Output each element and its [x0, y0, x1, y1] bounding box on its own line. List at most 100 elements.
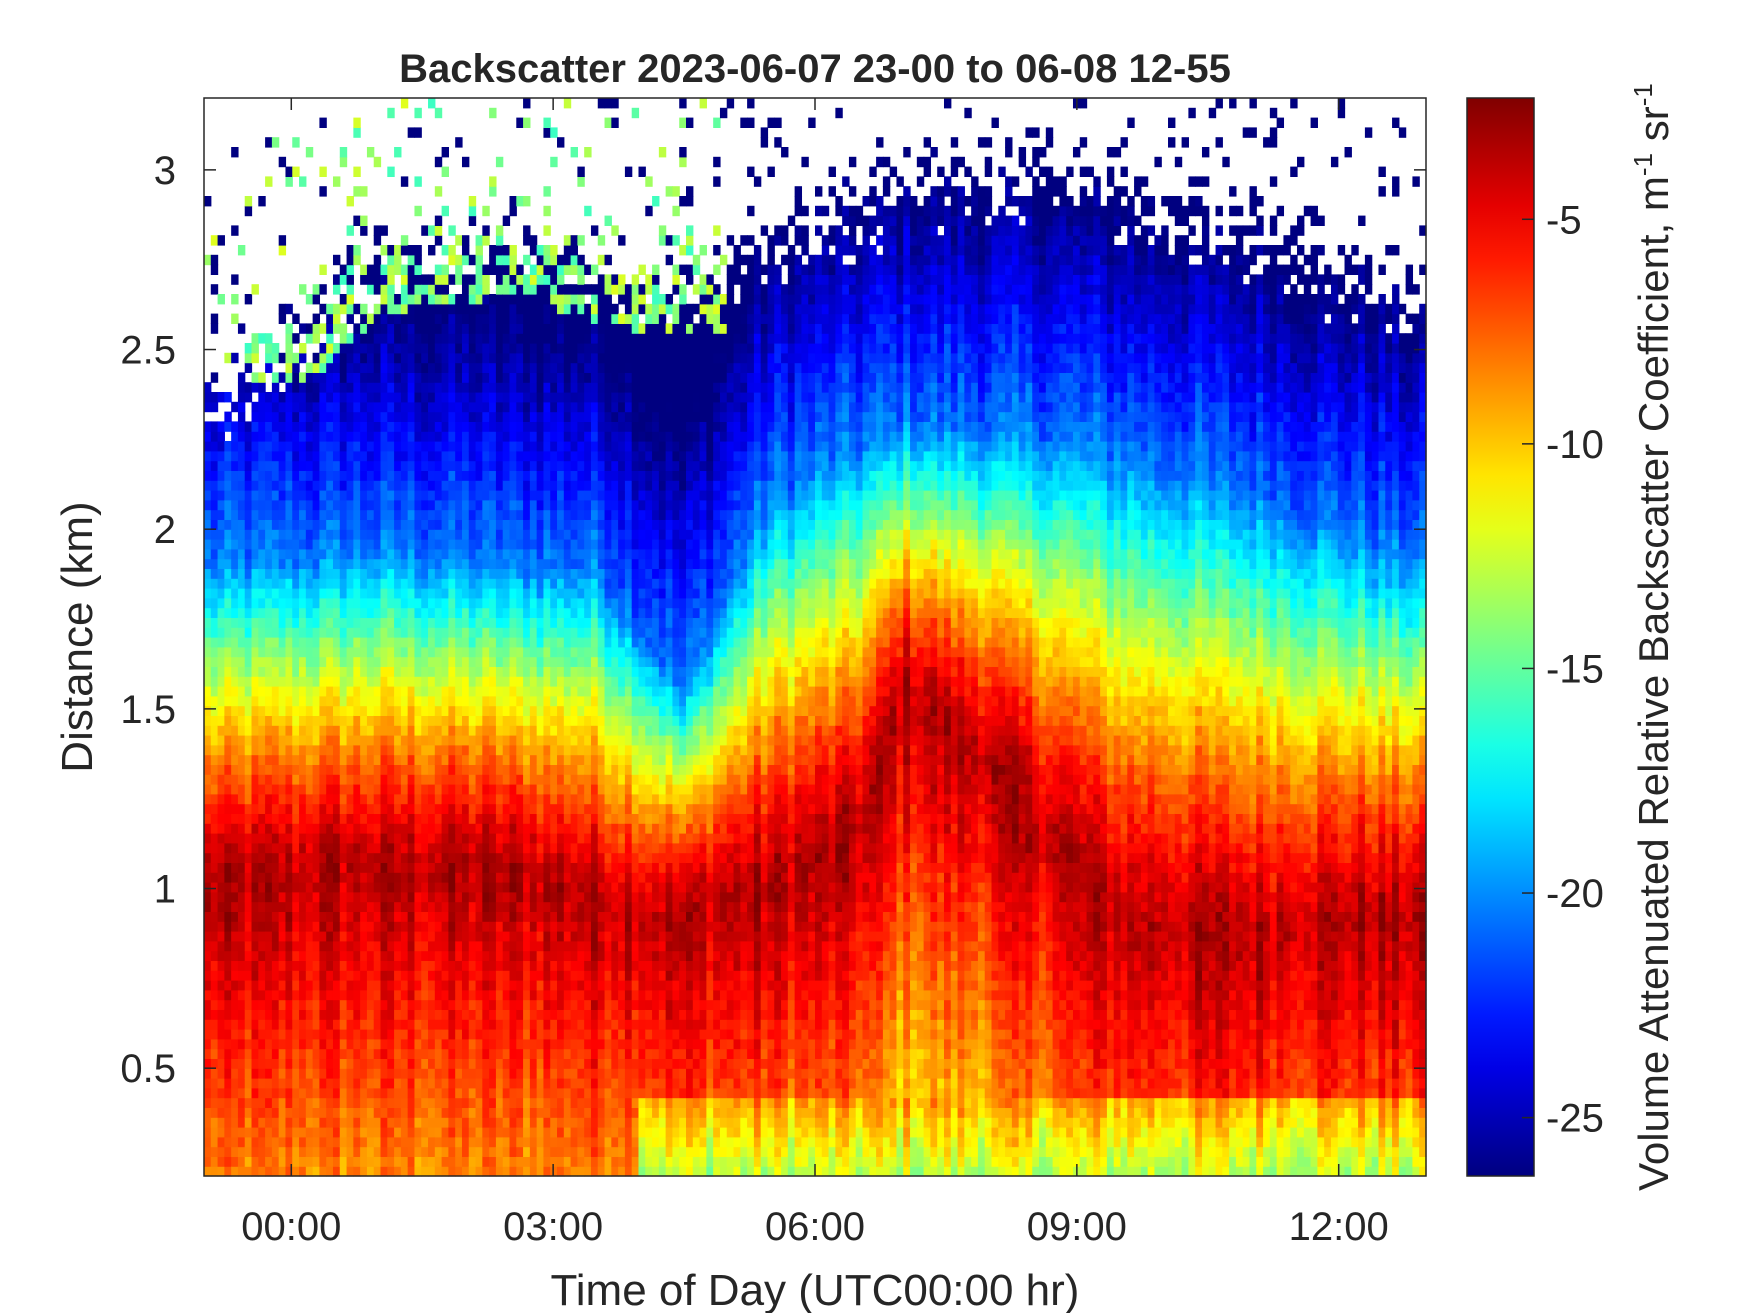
- heatmap-cell: [509, 735, 517, 746]
- heatmap-cell: [366, 372, 375, 383]
- heatmap-cell: [387, 852, 395, 863]
- heatmap-cell: [495, 480, 504, 491]
- heatmap-cell: [455, 676, 463, 687]
- heatmap-cell: [210, 627, 219, 638]
- heatmap-cell: [428, 1136, 436, 1148]
- heatmap-cell: [482, 441, 490, 452]
- heatmap-cell: [516, 470, 524, 481]
- heatmap-cell: [502, 686, 511, 697]
- heatmap-cell: [516, 823, 524, 834]
- heatmap-cell: [271, 441, 280, 452]
- heatmap-cell: [509, 1107, 517, 1118]
- heatmap-cell: [258, 196, 266, 207]
- heatmap-cell: [312, 833, 321, 844]
- heatmap-cell: [563, 705, 572, 716]
- heatmap-cell: [536, 382, 545, 393]
- heatmap-cell: [461, 1117, 470, 1128]
- heatmap-cell: [319, 1156, 327, 1167]
- heatmap-cell: [543, 813, 551, 824]
- heatmap-cell: [421, 891, 429, 903]
- heatmap-cell: [224, 833, 232, 844]
- heatmap-cell: [448, 1078, 456, 1089]
- heatmap-cell: [387, 901, 395, 912]
- heatmap-cell: [299, 911, 307, 922]
- heatmap-cell: [373, 999, 382, 1010]
- heatmap-cell: [387, 842, 395, 854]
- heatmap-cell: [326, 627, 334, 638]
- heatmap-cell: [407, 392, 416, 403]
- heatmap-cell: [461, 548, 470, 560]
- heatmap-cell: [509, 588, 517, 599]
- heatmap-cell: [265, 901, 273, 912]
- heatmap-cell: [251, 333, 259, 344]
- heatmap-cell: [394, 921, 402, 932]
- heatmap-cell: [319, 372, 327, 383]
- heatmap-cell: [353, 1136, 361, 1148]
- heatmap-cell: [278, 470, 287, 481]
- heatmap-cell: [237, 548, 246, 560]
- heatmap-cell: [353, 833, 361, 844]
- heatmap-cell: [237, 1127, 246, 1138]
- heatmap-cell: [461, 352, 470, 364]
- heatmap-cell: [380, 1166, 388, 1177]
- heatmap-cell: [557, 686, 565, 697]
- heatmap-cell: [237, 1078, 246, 1089]
- heatmap-cell: [475, 852, 483, 863]
- heatmap-cell: [550, 784, 558, 795]
- heatmap-cell: [258, 411, 266, 422]
- heatmap-cell: [360, 558, 368, 569]
- heatmap-cell: [319, 362, 327, 373]
- heatmap-cell: [428, 842, 436, 854]
- heatmap-cell: [332, 392, 341, 403]
- heatmap-cell: [360, 215, 368, 226]
- heatmap-cell: [414, 774, 422, 785]
- heatmap-cell: [563, 646, 572, 658]
- heatmap-cell: [346, 1048, 354, 1059]
- heatmap-cell: [224, 764, 232, 775]
- heatmap-cell: [231, 558, 239, 569]
- heatmap-cell: [455, 960, 463, 971]
- heatmap-cell: [217, 744, 225, 756]
- heatmap-cell: [414, 588, 422, 599]
- heatmap-cell: [312, 656, 321, 667]
- heatmap-cell: [285, 588, 293, 599]
- heatmap-cell: [434, 284, 443, 295]
- heatmap-cell: [346, 803, 354, 814]
- heatmap-cell: [461, 823, 470, 834]
- heatmap-cell: [244, 343, 253, 354]
- heatmap-cell: [455, 1078, 463, 1089]
- heatmap-cell: [312, 294, 321, 305]
- heatmap-cell: [543, 793, 551, 805]
- heatmap-cell: [407, 1078, 416, 1089]
- heatmap-cell: [502, 882, 511, 893]
- heatmap-cell: [380, 940, 388, 952]
- heatmap-cell: [231, 529, 239, 540]
- heatmap-cell: [407, 1029, 416, 1040]
- heatmap-cell: [502, 578, 511, 589]
- heatmap-cell: [373, 1068, 382, 1079]
- heatmap-cell: [482, 891, 490, 903]
- heatmap-cell: [455, 294, 463, 305]
- heatmap-cell: [543, 695, 551, 707]
- heatmap-cell: [482, 274, 490, 285]
- heatmap-cell: [251, 901, 259, 912]
- heatmap-cell: [394, 303, 402, 315]
- heatmap-cell: [543, 588, 551, 599]
- heatmap-cell: [489, 656, 497, 667]
- heatmap-cell: [550, 382, 558, 393]
- heatmap-cell: [305, 548, 314, 560]
- heatmap-cell: [210, 637, 219, 648]
- heatmap-cell: [244, 509, 253, 520]
- heatmap-cell: [258, 705, 266, 716]
- heatmap-cell: [292, 784, 300, 795]
- heatmap-cell: [414, 940, 422, 952]
- heatmap-cell: [360, 637, 368, 648]
- heatmap-cell: [495, 1087, 504, 1099]
- heatmap-cell: [489, 1038, 497, 1050]
- heatmap-cell: [461, 235, 470, 246]
- heatmap-cell: [489, 450, 497, 462]
- heatmap-cell: [366, 313, 375, 324]
- heatmap-cell: [278, 352, 287, 364]
- heatmap-cell: [312, 323, 321, 334]
- heatmap-cell: [224, 823, 232, 834]
